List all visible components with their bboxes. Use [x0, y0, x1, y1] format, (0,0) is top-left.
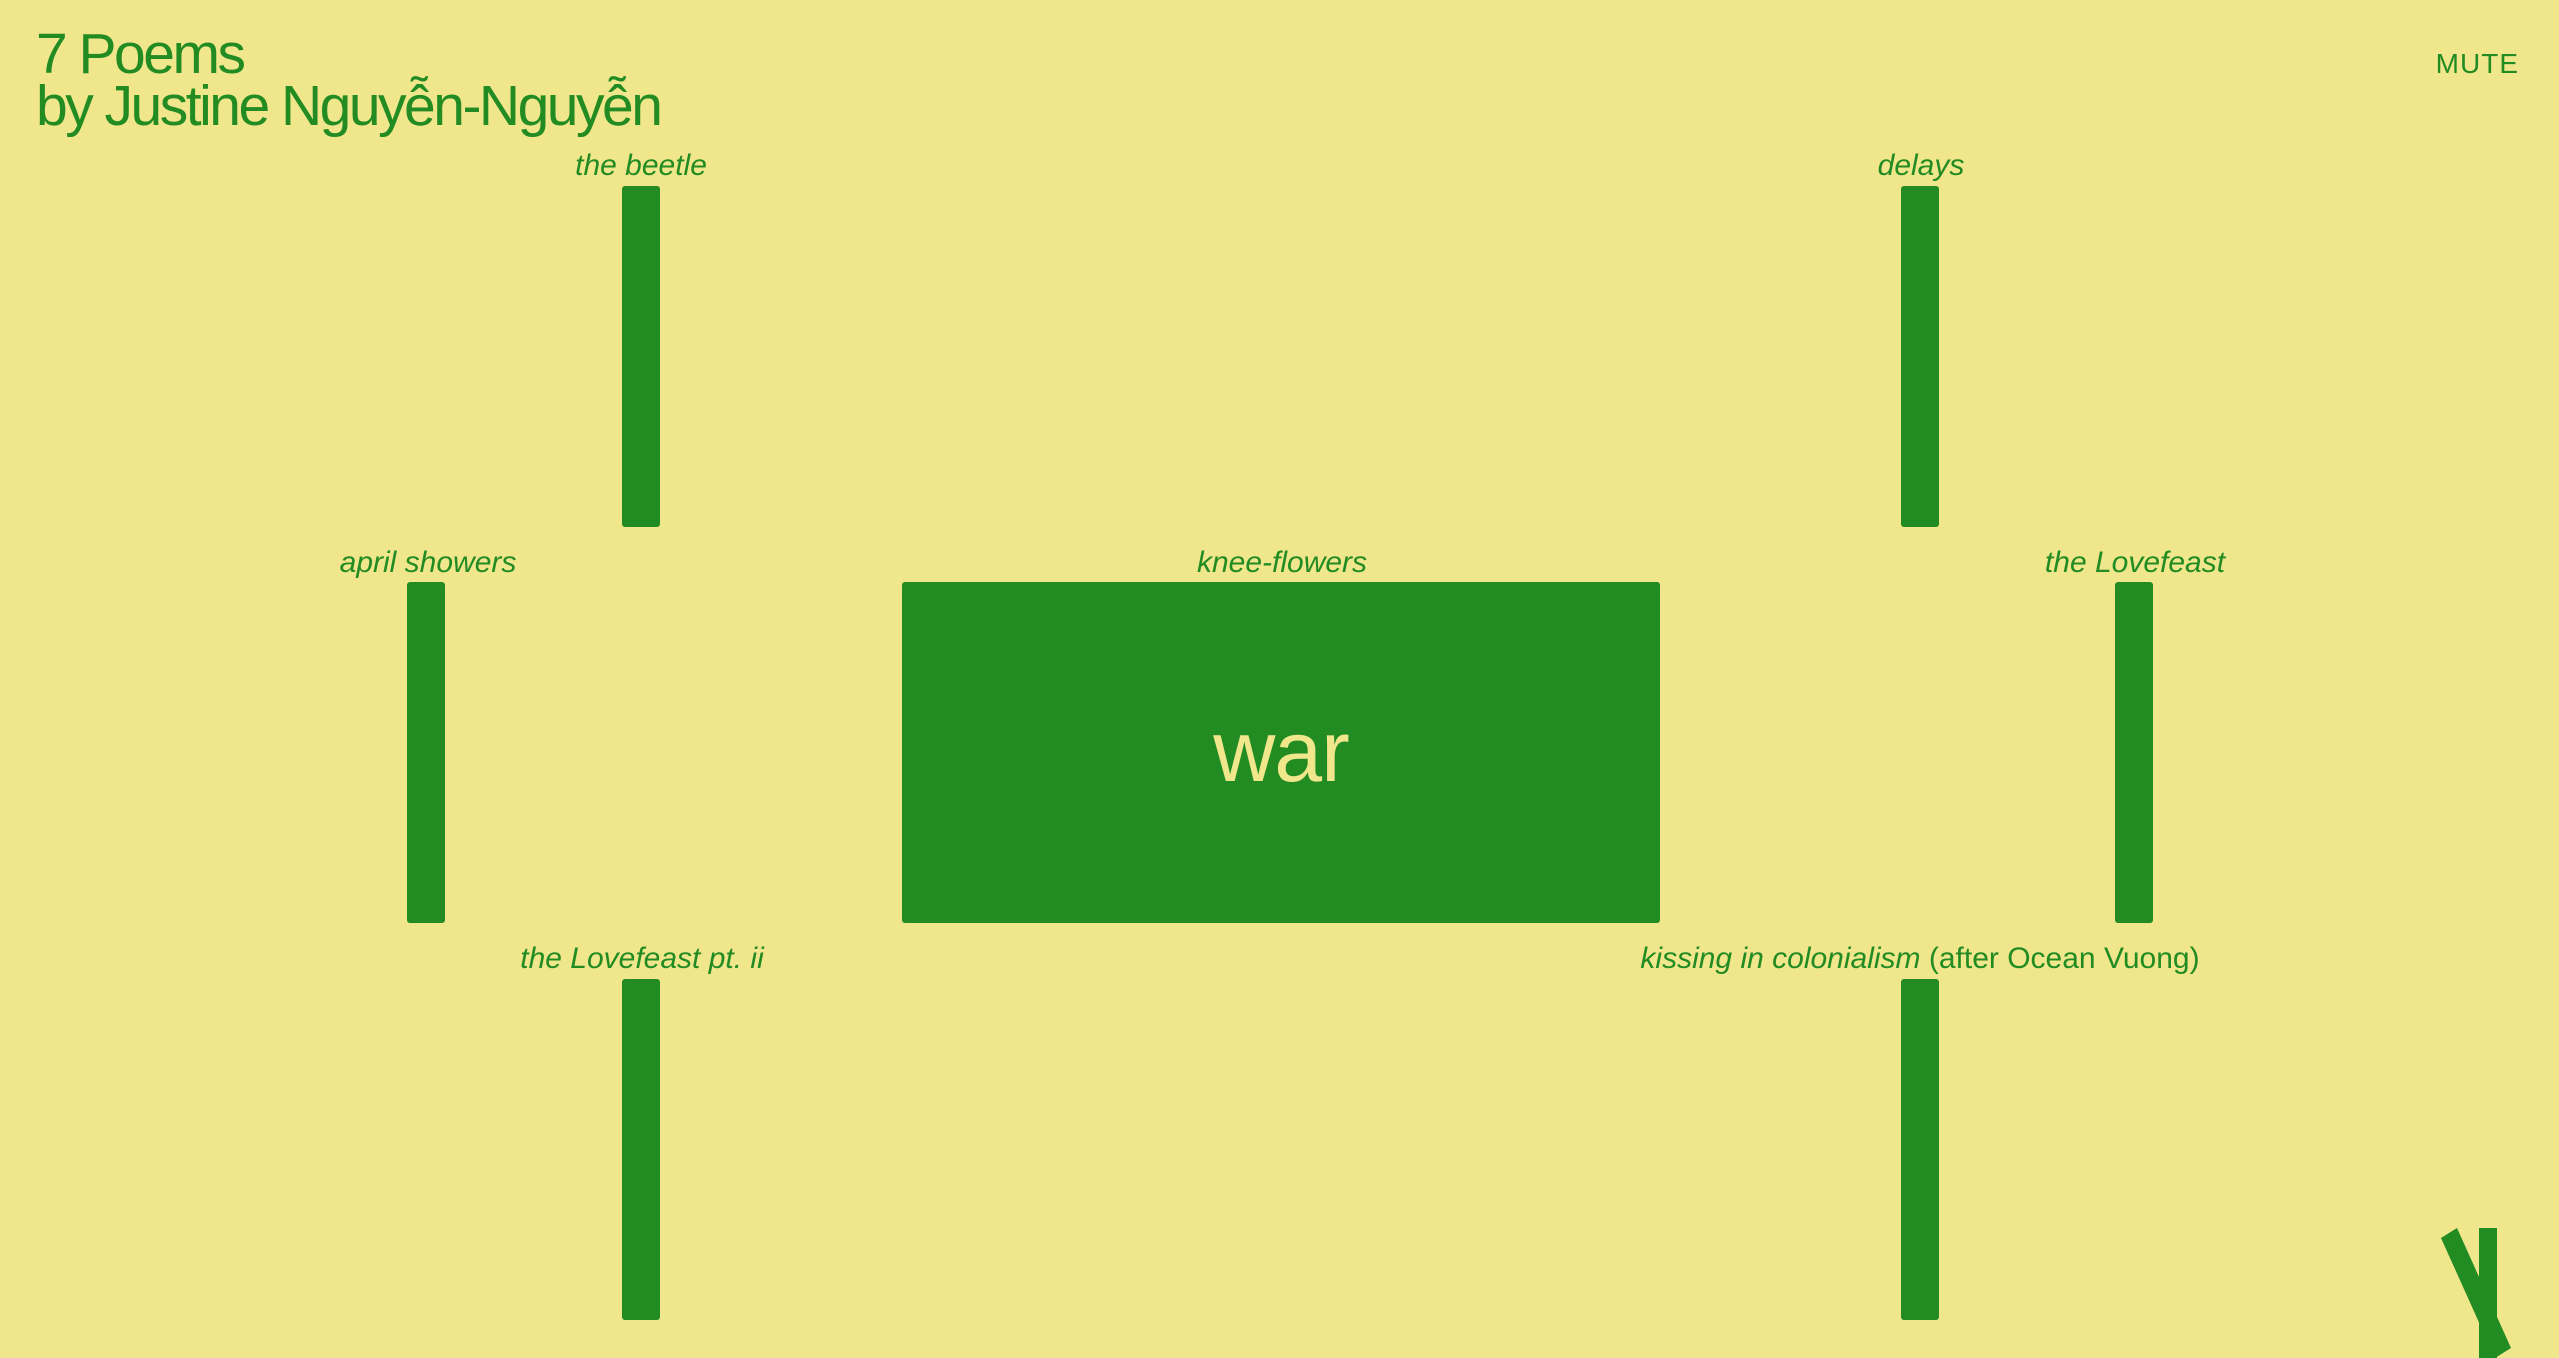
- poem-title-delays: delays: [1878, 148, 1965, 184]
- poem-title-knee-flowers: knee-flowers: [1197, 545, 1367, 581]
- poem-bar-the-lovefeast-pt-ii[interactable]: [622, 979, 660, 1320]
- poem-bar-the-lovefeast[interactable]: [2115, 582, 2153, 923]
- poem-title-text: knee-flowers: [1196, 546, 1368, 579]
- poem-title-text: april showers: [339, 546, 517, 579]
- poem-bar-april-showers[interactable]: [407, 582, 445, 923]
- poem-title-text: the Lovefeast pt. ii: [520, 942, 764, 975]
- poem-bar-kissing-in-colonialism[interactable]: [1901, 979, 1939, 1320]
- poem-title-text: delays: [1877, 149, 1965, 182]
- poem-title-kissing-in-colonialism: kissing in colonialism (after Ocean Vuon…: [1640, 941, 2199, 977]
- title-line-1: 7 Poems: [36, 22, 246, 86]
- title-line-2: by Justine Nguyễn-Nguyễn: [36, 74, 663, 138]
- poem-title-text: kissing in colonialism: [1640, 942, 1921, 975]
- poem-title-the-lovefeast-pt-ii: the Lovefeast pt. ii: [520, 941, 764, 977]
- poem-bar-delays[interactable]: [1901, 186, 1939, 527]
- crossed-bars-logo-icon: [2441, 1228, 2511, 1358]
- poem-title-text: the beetle: [575, 149, 707, 182]
- poem-title-the-beetle: the beetle: [575, 148, 707, 184]
- poem-title-note: (after Ocean Vuong): [1920, 942, 2200, 975]
- poem-bar-the-beetle[interactable]: [622, 186, 660, 527]
- poem-title-the-lovefeast: the Lovefeast: [2045, 545, 2225, 581]
- page-title: 7 Poems by Justine Nguyễn-Nguyễn: [36, 22, 663, 138]
- poem-panel-knee-flowers[interactable]: war: [902, 582, 1660, 923]
- poem-title-april-showers: april showers: [340, 545, 517, 581]
- poem-title-text: the Lovefeast: [2044, 546, 2226, 579]
- active-poem-word: war: [1213, 704, 1350, 800]
- mute-button[interactable]: MUTE: [2435, 48, 2519, 79]
